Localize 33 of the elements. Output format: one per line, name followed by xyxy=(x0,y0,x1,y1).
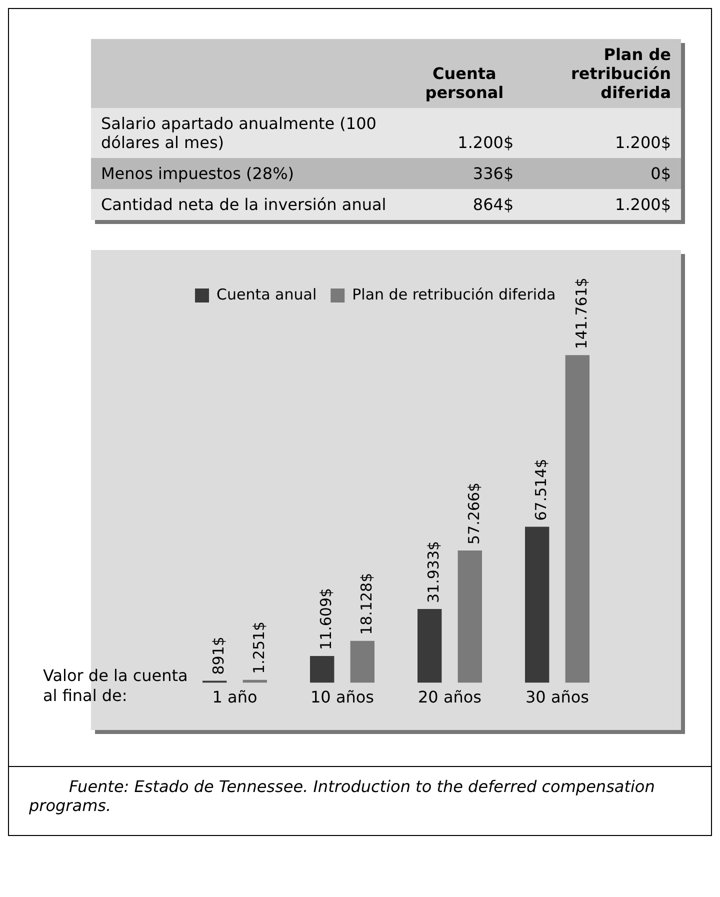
text: Plan de retribución diferida xyxy=(570,45,672,102)
x-axis-title: Valor de la cuenta al final de: xyxy=(43,666,188,705)
source-note: Fuente: Estado de Tennessee. Introduction to the deferred compensation programs. xyxy=(29,777,656,815)
bar xyxy=(565,355,590,683)
x-tick-label: 1 año xyxy=(212,688,258,707)
data-label: 891$ xyxy=(209,636,228,675)
bar xyxy=(418,608,442,683)
x-tick-label: 20 años xyxy=(418,688,482,707)
bar xyxy=(525,526,550,683)
bar xyxy=(350,640,374,683)
legend-label: Plan de retribución diferida xyxy=(352,285,556,304)
text: 336$ xyxy=(472,164,515,183)
x-tick-label: 30 años xyxy=(525,688,590,707)
data-label: 18.128$ xyxy=(357,572,376,635)
data-label: 141.761$ xyxy=(572,278,590,350)
data-label: 57.266$ xyxy=(464,482,483,544)
bar xyxy=(310,656,334,683)
text: 1.200$ xyxy=(614,195,672,214)
text: 1.200$ xyxy=(614,133,672,152)
text: 1.200$ xyxy=(456,133,515,152)
text: Cantidad neta de la inversión anual xyxy=(100,195,388,214)
legend-label: Cuenta anual xyxy=(216,285,317,304)
data-label: 31.933$ xyxy=(424,540,442,603)
bar xyxy=(458,550,482,683)
text: Salario apartado anualmente (100 dólares al mes) xyxy=(100,114,378,152)
x-tick-label: 10 años xyxy=(310,688,374,707)
text: Menos impuestos (28%) xyxy=(100,164,296,183)
text: Cuenta personal xyxy=(424,64,505,102)
text: 864$ xyxy=(472,195,515,214)
data-label: 1.251$ xyxy=(250,621,268,674)
data-label: 11.609$ xyxy=(316,588,335,650)
data-label: 67.514$ xyxy=(532,458,550,521)
text: 0$ xyxy=(650,164,672,183)
